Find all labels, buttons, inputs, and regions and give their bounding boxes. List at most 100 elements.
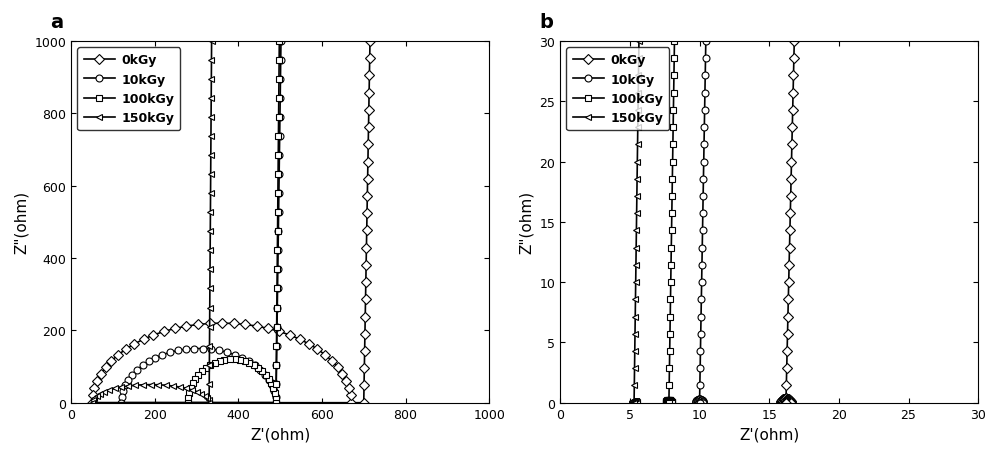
10kGy — [694, 400, 706, 405]
100kGy — [243, 360, 255, 366]
100kGy — [272, 172, 284, 177]
10kGy — [270, 400, 282, 405]
150kGy — [122, 384, 134, 389]
Legend: 0kGy, 10kGy, 100kGy, 150kGy: 0kGy, 10kGy, 100kGy, 150kGy — [77, 48, 180, 131]
100kGy — [666, 400, 678, 405]
10kGy — [272, 229, 284, 235]
150kGy — [129, 383, 141, 388]
100kGy — [664, 349, 676, 354]
100kGy — [665, 263, 677, 268]
100kGy — [182, 395, 194, 400]
10kGy — [273, 153, 285, 159]
150kGy — [205, 77, 217, 83]
100kGy — [660, 399, 672, 404]
0kGy — [786, 142, 798, 148]
0kGy — [779, 396, 791, 401]
100kGy — [663, 366, 675, 371]
0kGy — [784, 245, 796, 251]
150kGy — [631, 400, 643, 405]
10kGy — [270, 362, 282, 368]
0kGy — [783, 280, 795, 285]
100kGy — [270, 395, 282, 400]
150kGy — [632, 125, 644, 131]
0kGy — [787, 74, 799, 79]
150kGy — [203, 362, 215, 368]
150kGy — [630, 228, 642, 234]
150kGy — [203, 343, 215, 349]
0kGy — [780, 396, 792, 401]
Text: a: a — [50, 13, 63, 32]
10kGy — [274, 134, 286, 140]
100kGy — [666, 177, 678, 182]
150kGy — [204, 305, 216, 311]
0kGy — [780, 400, 792, 405]
100kGy — [189, 376, 201, 382]
10kGy — [143, 359, 155, 364]
150kGy — [631, 177, 643, 182]
0kGy — [364, 39, 376, 45]
100kGy — [661, 398, 673, 404]
150kGy — [632, 91, 644, 96]
0kGy — [782, 314, 794, 319]
10kGy — [697, 399, 709, 405]
150kGy — [632, 74, 644, 79]
0kGy — [775, 399, 787, 404]
150kGy — [627, 399, 639, 404]
10kGy — [271, 305, 283, 311]
0kGy — [239, 322, 251, 328]
10kGy — [695, 397, 707, 403]
10kGy — [694, 383, 706, 389]
0kGy — [776, 398, 788, 403]
10kGy — [180, 347, 192, 352]
100kGy — [263, 376, 275, 382]
150kGy — [629, 366, 641, 371]
10kGy — [272, 248, 284, 253]
150kGy — [631, 159, 643, 165]
150kGy — [630, 245, 642, 251]
10kGy — [270, 381, 282, 387]
100kGy — [272, 134, 284, 140]
150kGy — [94, 391, 106, 396]
150kGy — [629, 398, 641, 404]
100kGy — [662, 398, 674, 403]
10kGy — [275, 39, 287, 45]
150kGy — [626, 400, 638, 405]
150kGy — [205, 58, 217, 64]
100kGy — [660, 400, 672, 405]
Line: 10kGy: 10kGy — [118, 38, 284, 406]
100kGy — [663, 383, 675, 389]
0kGy — [784, 398, 796, 404]
0kGy — [777, 396, 789, 402]
100kGy — [209, 360, 221, 366]
10kGy — [137, 363, 149, 368]
150kGy — [630, 399, 642, 405]
100kGy — [273, 39, 285, 45]
10kGy — [693, 397, 705, 402]
10kGy — [690, 399, 702, 404]
150kGy — [174, 384, 186, 390]
150kGy — [152, 382, 164, 388]
150kGy — [628, 400, 640, 405]
0kGy — [777, 397, 789, 402]
100kGy — [667, 125, 679, 131]
100kGy — [665, 398, 677, 404]
0kGy — [787, 91, 799, 96]
100kGy — [218, 358, 230, 363]
0kGy — [781, 396, 793, 401]
10kGy — [272, 286, 284, 292]
100kGy — [183, 390, 195, 395]
100kGy — [664, 398, 676, 403]
0kGy — [776, 398, 788, 404]
100kGy — [271, 248, 283, 253]
100kGy — [182, 400, 194, 405]
100kGy — [665, 280, 677, 285]
Line: 100kGy: 100kGy — [185, 38, 283, 406]
150kGy — [199, 393, 211, 399]
100kGy — [196, 369, 208, 374]
150kGy — [629, 349, 641, 354]
0kGy — [776, 397, 788, 403]
150kGy — [137, 382, 149, 388]
150kGy — [205, 115, 217, 121]
150kGy — [109, 386, 121, 391]
10kGy — [270, 394, 282, 399]
